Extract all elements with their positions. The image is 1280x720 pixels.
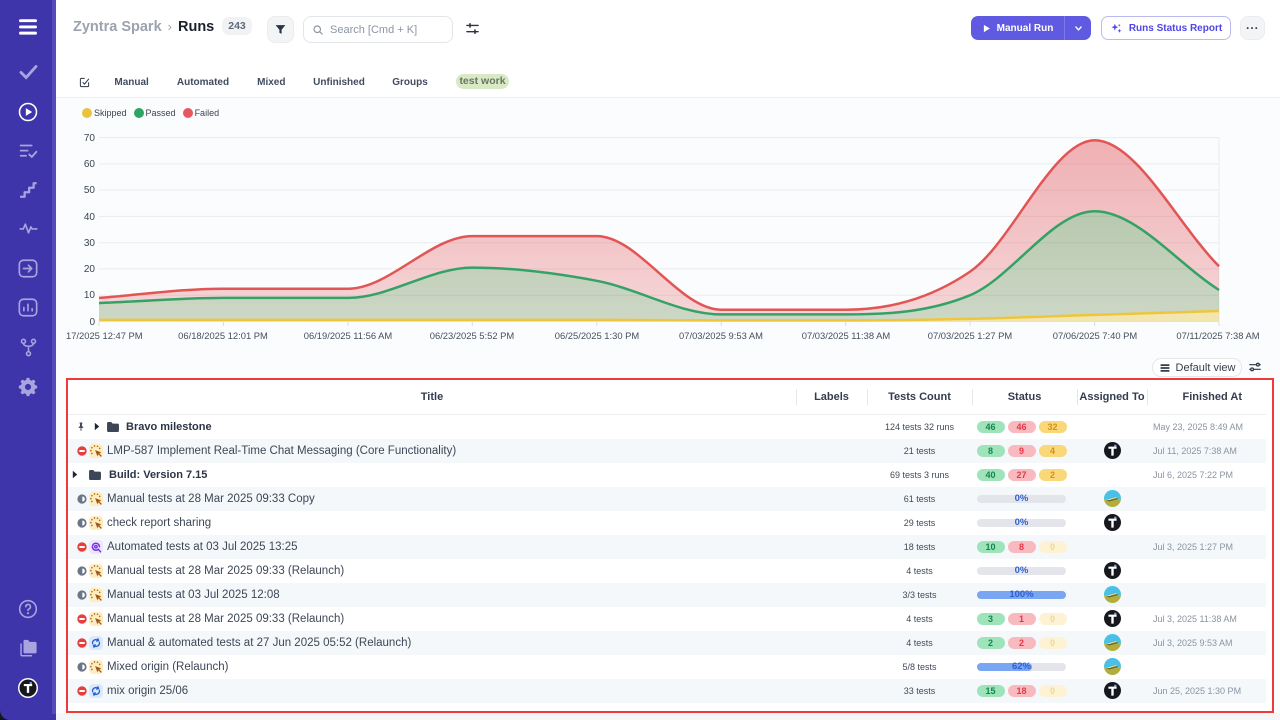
svg-text:06/18/2025 12:01 PM: 06/18/2025 12:01 PM bbox=[178, 330, 268, 341]
svg-text:07/03/2025 11:38 AM: 07/03/2025 11:38 AM bbox=[802, 330, 891, 341]
svg-text:07/06/2025 7:40 PM: 07/06/2025 7:40 PM bbox=[1053, 330, 1138, 341]
svg-text:17/2025 12:47 PM: 17/2025 12:47 PM bbox=[66, 330, 143, 341]
svg-text:07/03/2025 9:53 AM: 07/03/2025 9:53 AM bbox=[679, 330, 763, 341]
svg-text:10: 10 bbox=[84, 290, 96, 301]
svg-text:07/03/2025 1:27 PM: 07/03/2025 1:27 PM bbox=[928, 330, 1013, 341]
svg-text:0: 0 bbox=[89, 317, 95, 328]
svg-text:70: 70 bbox=[84, 133, 96, 144]
svg-text:50: 50 bbox=[84, 185, 96, 196]
svg-text:30: 30 bbox=[84, 238, 96, 249]
svg-text:06/25/2025 1:30 PM: 06/25/2025 1:30 PM bbox=[555, 330, 640, 341]
svg-text:20: 20 bbox=[84, 264, 96, 275]
svg-text:06/23/2025 5:52 PM: 06/23/2025 5:52 PM bbox=[430, 330, 515, 341]
svg-text:07/11/2025 7:38 AM: 07/11/2025 7:38 AM bbox=[1176, 330, 1259, 341]
svg-text:60: 60 bbox=[84, 159, 96, 170]
svg-text:40: 40 bbox=[84, 212, 96, 223]
svg-text:06/19/2025 11:56 AM: 06/19/2025 11:56 AM bbox=[304, 330, 393, 341]
